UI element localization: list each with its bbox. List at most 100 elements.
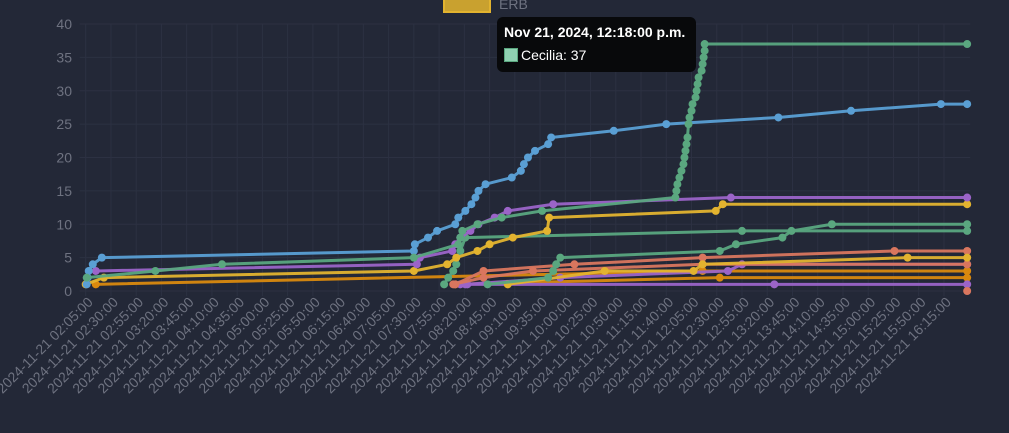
series-12 — [82, 100, 972, 289]
data-point — [890, 246, 899, 255]
data-point — [508, 233, 517, 242]
data-point — [473, 246, 482, 255]
data-point — [700, 40, 709, 49]
data-point — [483, 280, 492, 289]
data-point — [570, 260, 579, 269]
y-tick-label: 20 — [56, 150, 72, 166]
data-point — [903, 253, 912, 262]
data-point — [452, 253, 461, 262]
data-point — [684, 120, 693, 129]
data-point — [409, 246, 418, 255]
data-point — [672, 186, 681, 195]
tooltip-title: Nov 21, 2024, 12:18:00 p.m. — [504, 24, 686, 40]
data-point — [963, 100, 972, 109]
data-point — [698, 253, 707, 262]
data-point — [443, 260, 452, 269]
data-point — [454, 240, 463, 249]
data-point — [963, 246, 972, 255]
data-point — [449, 266, 458, 275]
data-point — [456, 233, 465, 242]
data-point — [697, 66, 706, 75]
data-point — [461, 206, 470, 215]
series-5 — [451, 246, 972, 289]
data-point — [726, 193, 735, 202]
data-point — [516, 166, 525, 175]
data-point — [963, 280, 972, 289]
y-tick-label: 40 — [56, 16, 72, 32]
tooltip-row: Cecilia: 37 — [504, 47, 689, 63]
data-point — [770, 280, 779, 289]
data-point — [519, 160, 528, 169]
data-point — [467, 200, 476, 209]
data-point — [963, 287, 972, 295]
data-point — [671, 193, 680, 202]
data-point — [963, 200, 972, 209]
data-point — [963, 273, 972, 282]
data-point — [847, 106, 856, 115]
data-point — [440, 280, 449, 289]
data-point — [456, 246, 465, 255]
data-point — [410, 240, 419, 249]
data-point — [409, 266, 418, 275]
data-point — [497, 213, 506, 222]
data-point — [474, 186, 483, 195]
data-point — [97, 253, 106, 262]
data-point — [218, 260, 227, 269]
legend-label: ERB — [499, 0, 528, 12]
data-point — [448, 246, 457, 255]
data-point — [683, 133, 692, 142]
data-point — [454, 213, 463, 222]
data-point — [688, 100, 697, 109]
data-point — [545, 213, 554, 222]
data-point — [503, 206, 512, 215]
data-point — [685, 113, 694, 122]
series-9 — [483, 220, 972, 289]
data-point — [444, 273, 453, 282]
data-point — [473, 220, 482, 229]
data-point — [827, 220, 836, 229]
data-point — [479, 266, 488, 275]
data-point — [538, 206, 547, 215]
data-point — [662, 120, 671, 129]
series-cecilia — [82, 40, 972, 282]
data-point — [481, 180, 490, 189]
data-point — [673, 180, 682, 189]
y-tick-label: 25 — [56, 116, 72, 132]
y-tick-label: 10 — [56, 216, 72, 232]
data-point — [544, 140, 553, 149]
data-point — [547, 133, 556, 142]
data-point — [723, 266, 732, 275]
data-point — [698, 260, 707, 269]
data-point — [544, 273, 553, 282]
data-point — [698, 60, 707, 69]
data-point — [689, 266, 698, 275]
data-point — [677, 166, 686, 175]
data-point — [458, 226, 467, 235]
data-point — [556, 253, 565, 262]
data-point — [681, 146, 690, 155]
data-point — [84, 266, 93, 275]
data-point — [151, 266, 160, 275]
data-point — [82, 280, 91, 289]
data-point — [694, 73, 703, 82]
data-point — [452, 260, 461, 269]
data-point — [609, 126, 618, 135]
legend-item-erb[interactable]: ERB — [443, 0, 528, 13]
data-point — [699, 53, 708, 62]
data-point — [543, 226, 552, 235]
data-point — [963, 253, 972, 262]
data-point — [963, 220, 972, 229]
data-point — [471, 193, 480, 202]
data-point — [409, 253, 418, 262]
data-point — [778, 233, 787, 242]
data-point — [679, 160, 688, 169]
data-point — [715, 273, 724, 282]
tooltip-value: Cecilia: 37 — [521, 47, 587, 63]
data-point — [963, 40, 972, 49]
series-6 — [963, 287, 972, 295]
data-point — [451, 220, 460, 229]
data-point — [423, 233, 432, 242]
data-point — [718, 200, 727, 209]
data-point — [700, 46, 709, 55]
data-point — [936, 100, 945, 109]
